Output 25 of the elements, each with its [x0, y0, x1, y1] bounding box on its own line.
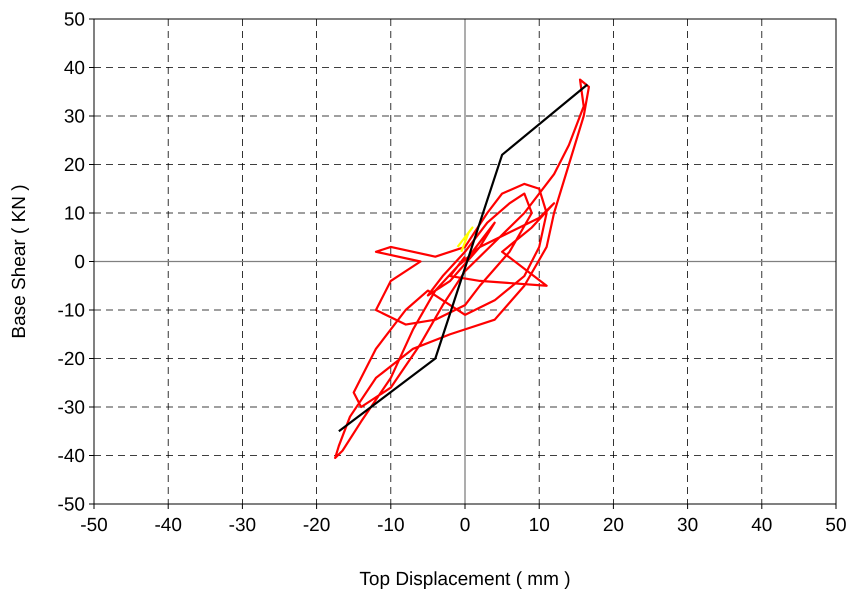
y-tick-label: -10 — [58, 300, 85, 322]
x-tick-label: -30 — [228, 515, 256, 536]
x-tick-label: 50 — [825, 515, 847, 536]
y-axis-title: Base Shear ( KN ) — [9, 184, 30, 339]
y-tick-label: 20 — [64, 155, 85, 176]
y-tick-label: 30 — [64, 106, 85, 128]
y-tick-label: -50 — [58, 494, 85, 516]
x-tick-label: 10 — [528, 515, 550, 536]
y-tick-label: 50 — [64, 10, 85, 31]
x-axis-title: Top Displacement ( mm ) — [359, 569, 571, 590]
x-tick-label: 30 — [677, 515, 698, 536]
x-tick-label: -10 — [377, 515, 405, 536]
y-tick-label: -40 — [58, 446, 85, 468]
x-tick-label: -40 — [154, 515, 182, 536]
y-tick-label: 40 — [64, 58, 85, 80]
y-tick-label: -20 — [58, 349, 85, 370]
y-tick-label: -30 — [58, 398, 85, 419]
x-tick-label: -20 — [302, 515, 330, 536]
x-tick-label: 20 — [602, 515, 624, 536]
y-tick-label: 10 — [64, 204, 85, 225]
y-tick-label: 0 — [74, 252, 85, 274]
x-tick-label: 40 — [751, 515, 772, 536]
x-tick-label: -50 — [80, 515, 108, 536]
line-series — [456, 226, 474, 253]
x-tick-label: 0 — [460, 515, 470, 536]
